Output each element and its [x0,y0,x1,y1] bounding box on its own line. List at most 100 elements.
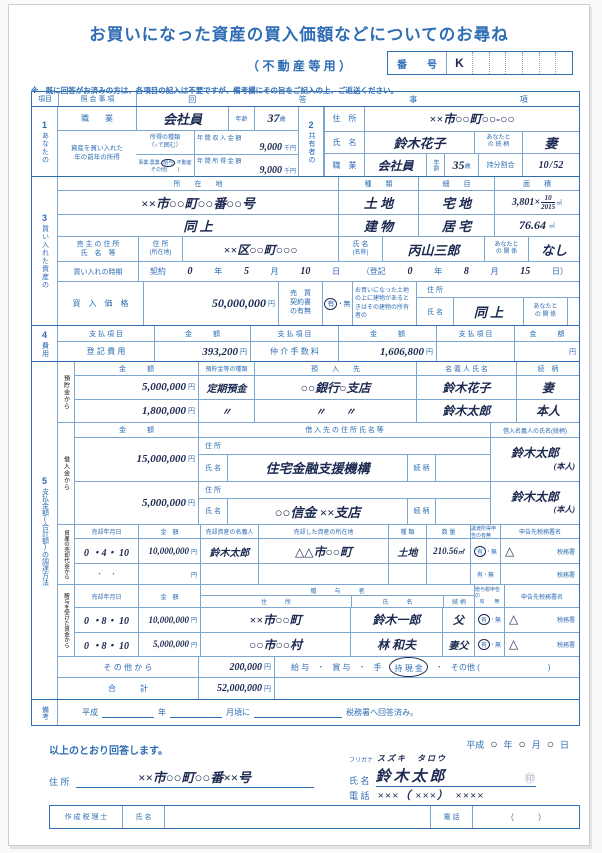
deposit-row: 1,800,000 円 〃 〃 〃 鈴木太郎 本人 [74,398,579,422]
section1-index: 1 あなたの [32,107,58,176]
seller-label: 売 主 の 住 所 [76,240,120,248]
seller-name-value: 丙山三郎 [407,242,460,258]
page-title: お買いになった資産の買入価額などについてのお尋ね [89,26,509,44]
preparer-name-label: 氏 名 [135,814,152,821]
funding-sale-block: 資産の売却代金から 売却年月日 金 額 売却資産の名義人 売却した資産の所在地 … [58,524,579,584]
page-subtitle: （ 不 動 産 等 用 ） [246,59,351,73]
preparer-label: 作 成 税 理 士 [64,814,108,821]
circle-annotation: 有 [477,638,490,650]
response-year: ○ [490,737,498,751]
deposit-type: 〃 [221,407,232,419]
building-owner-note: お買いになった土地の上に建物があるときはその建物の所有者の [355,287,410,319]
deposit-bank: 〃 〃 [315,407,356,419]
gift-date: 0 ・8・ 10 [84,640,129,652]
response-date: 平成 ○ 年 ○ 月 ○ 日 [466,737,569,751]
cost-item-2: 仲 介 手 数 料 [270,347,319,356]
your-info-block: 職 業 会社員 年齢 37 歳 資産を買い入れた 年の前年の所得 [58,107,298,177]
share-ratio-label: 持分割合 [486,162,515,170]
deposit-relation: 本人 [535,404,560,419]
circle-annotation: 給与 [161,158,176,167]
sale-row: ・ ・ 円 有・無 税務署 [74,563,579,584]
income-type-label: 所得の種類 [149,135,180,142]
lender-name: ○○信金 ××支店 [274,504,361,520]
owner-relation-label: あなたと [533,304,558,311]
annual-income-value: 9,000 [259,165,282,176]
deposit-type: 定期預金 [206,383,247,395]
sale-holder: 鈴木太郎 [209,547,250,559]
lender-name: 住宅金融支援機構 [265,461,370,477]
annual-income-label: 年 間 所 得 金 額 [197,159,242,165]
furigana-line: フリガナ スズキ タロウ [349,754,448,764]
preparer-tel-label: 電 話 [443,814,460,821]
sale-tax-office: △ [505,543,515,558]
number-box: 番 号 K [387,51,573,75]
other-label: そ の 他 か ら [103,662,153,672]
funding-loans-block: 借入金から 金 額 借 入 先 の 住 所 氏 名 等 借入名義人の氏名(続柄)… [58,422,579,524]
other-amount: 200,000 [229,661,263,673]
contract-doc-label: 売 買 [290,290,311,298]
loan-borrower: 鈴木太郎 (本人) [490,438,579,481]
donor-relation: 父 [453,614,464,627]
gift-header: 売却年月日 金 額 贈 与 者 住 所 氏 名 続 柄 [74,585,579,607]
asset-header-row: 所 在 地 種 類 細 目 面 積 [58,177,579,190]
furigana-value: スズキ タロウ [377,754,448,763]
prev-income-label: 資産を買い入れた [71,145,123,153]
coowner-name-value: 鈴木花子 [393,135,446,151]
remarks-year-blank [102,707,154,718]
age-label: 年齢 [235,117,248,123]
gift-side-label: 贈与を受けた資金から [63,593,69,648]
other-options: 給 与・ 賞 与・ 手持 現 金・ その他 ( ) [274,657,579,677]
preparer-name-value [164,806,430,828]
section5-index: 5 支払金額(合計額)の調達方法 [32,362,58,699]
sale-location: △△市○○町 [295,544,352,559]
seller-name-label: 氏 名 [352,241,369,249]
response-month: ○ [518,737,526,751]
deposit-holder: 鈴木太郎 [442,404,491,419]
seller-address-value: ××区○○町○○○ [223,242,298,257]
coowner-occupation-value: 会社員 [377,158,414,173]
number-value: K [455,56,464,70]
seller-relation-label: あなたと [494,241,519,248]
seller-address-label: 住 所 [152,241,169,249]
cost-amount-2: 1,606,800 [380,345,424,358]
costs-value-row: 登 記 費 用 393,200 円 仲 介 手 数 料 1,606,800 円 円 [58,341,579,361]
price-value: 50,000,000 [212,296,266,310]
gift-tax-office: △ [509,612,519,627]
number-box-cell [555,52,572,74]
sale-kind: 土地 [397,547,418,559]
respondent-address: 住 所 ××市○○町○○番××号 [49,767,314,788]
purchase-price-row: 買 入 価 格 50,000,000 円 売 買 契約書 の有無 有・無 お買いに… [58,281,579,325]
coowner-occupation-label: 職 業 [332,160,357,170]
remarks-month-blank [170,707,222,718]
annual-revenue-value: 9,000 [259,141,282,153]
deposit-amount: 1,800,000 [142,404,186,417]
funding-deposits-block: 預貯金から 金 額 預貯金等の種類 預 入 先 名 義 人 氏 名 続 柄 5,… [58,362,579,422]
funding-total-row: 合 計 52,000,000 円 [58,677,579,699]
occupation-label: 職 業 [81,114,113,123]
registry-year: 0 [407,266,413,277]
coowner-info-block: 住 所 ××市○○町○○-○○ 氏 名 鈴木花子 あなたと の 続 柄 妻 職 … [324,107,579,176]
contract-day: 10 [300,266,311,277]
coowner-age-value: 35 [452,157,465,172]
loan-row: 5,000,000 円 住 所 氏 名 ○○信金 ××支店 続 柄 [74,480,579,524]
donor-address: ××市○○町 [249,613,302,628]
funding-gift-block: 贈与を受けた資金から 売却年月日 金 額 贈 与 者 住 所 氏 名 続 柄 [58,584,579,656]
remarks-row: 備考 平成 年 月頃に 税務署へ回答済み。 [32,699,579,725]
building-location: 同 上 [183,219,213,234]
coowner-name-label: 氏 名 [332,137,357,147]
share-ratio-value: 10/52 [538,159,564,171]
section-costs: 4 費用 支 払 項 目 金 額 支 払 項 目 金 額 支 払 項 目 金 額… [32,325,579,361]
circle-annotation: 有 [477,614,490,626]
response-day: ○ [546,737,554,751]
gift-row: 0 ・8・ 10 5,000,000 円 ○○市○○村 林 和夫 妻父 有・無 △… [74,631,579,656]
sale-amount: 10,000,000 [148,546,189,556]
deposits-side-label: 預貯金から [62,374,69,410]
preparer-box: 作 成 税 理 士 氏 名 電 話 （ ） [49,805,580,829]
gift-row: 0 ・8・ 10 10,000,000 円 ××市○○町 鈴木一郎 父 有・無 △… [74,607,579,632]
registry-month: 8 [463,266,469,277]
section-you-and-coowner: 1 あなたの 職 業 会社員 年齢 37 歳 資産を買い入れた 年の前年の所 [32,106,579,177]
donor-name: 鈴木一郎 [372,613,421,628]
circle-annotation: 持 現 金 [389,657,428,677]
